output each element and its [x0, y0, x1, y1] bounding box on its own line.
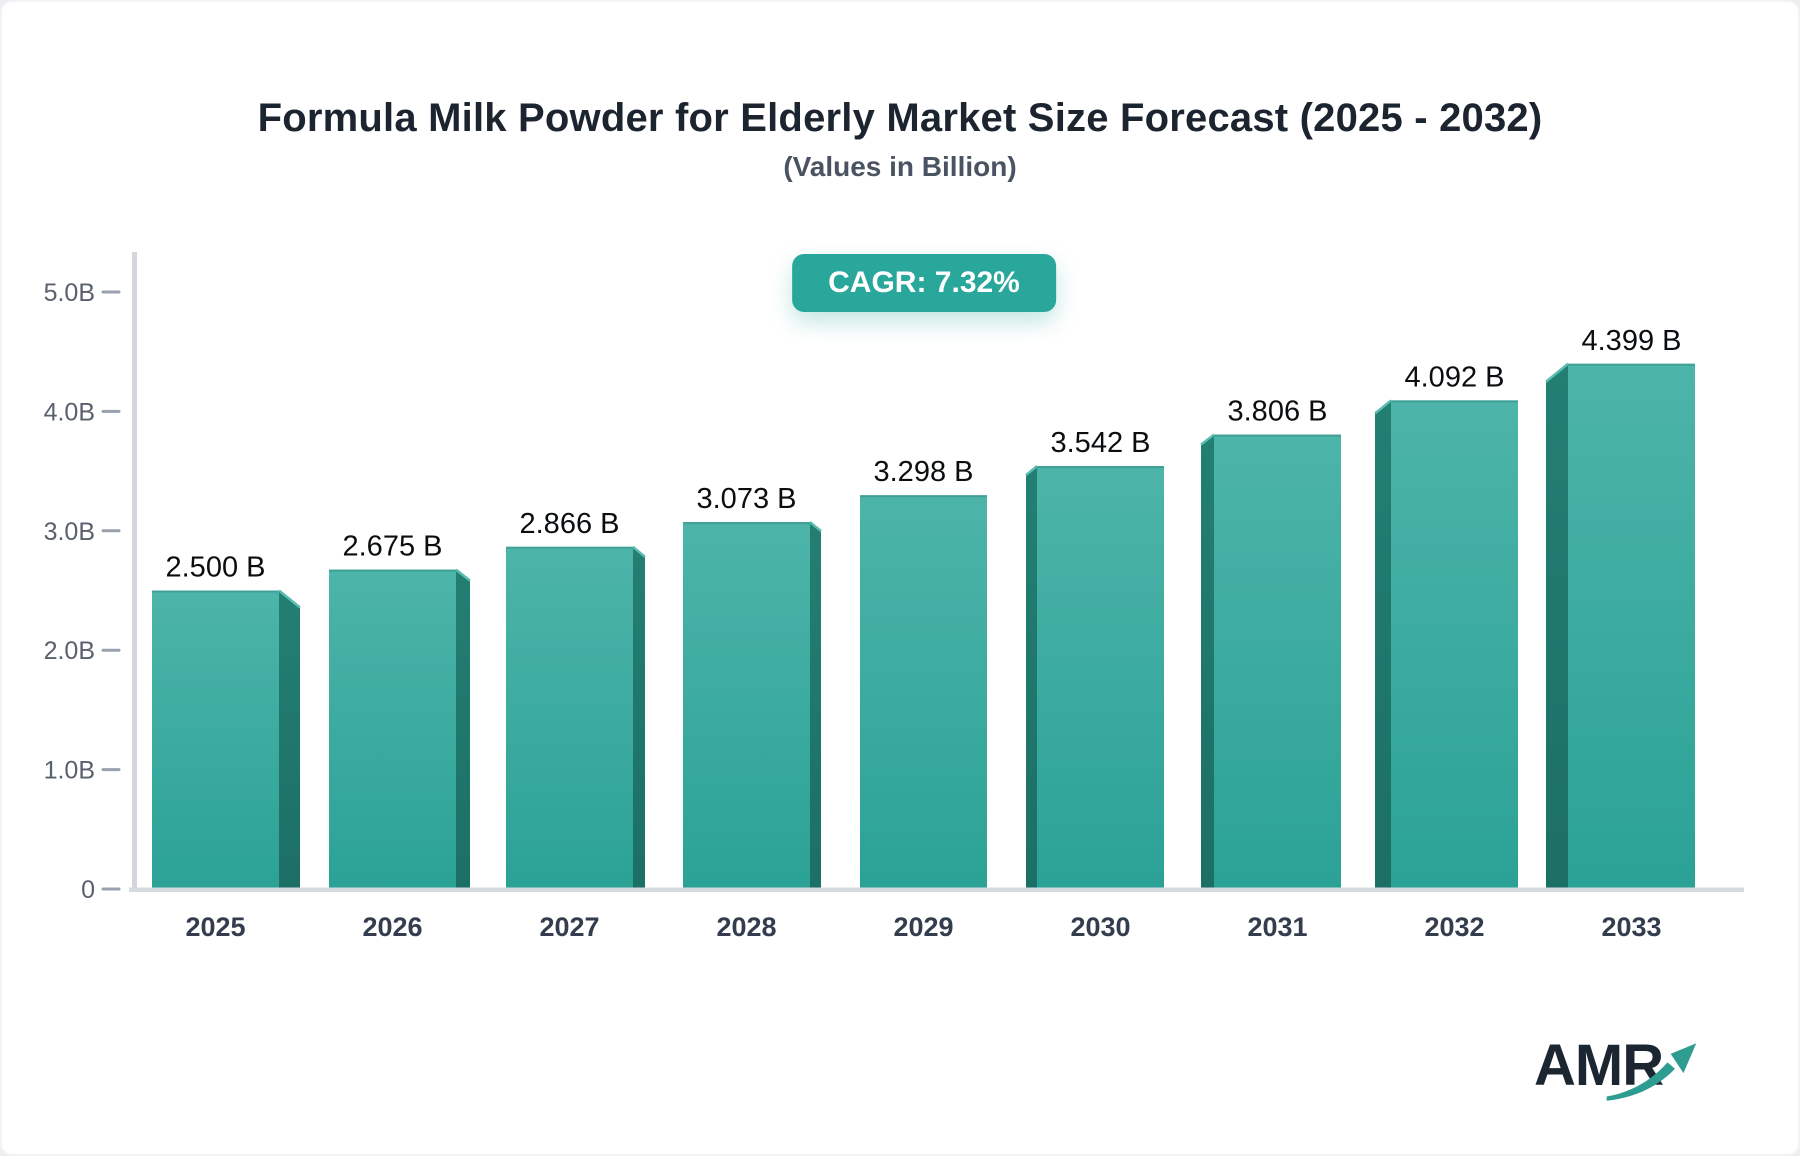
y-axis-tick-label: 4.0B	[44, 398, 95, 426]
bar-slant-edge	[632, 545, 646, 558]
bar-front-face	[329, 569, 456, 889]
chart-title: Formula Milk Powder for Elderly Market S…	[257, 96, 1543, 140]
bar-slant-edge	[1374, 399, 1392, 415]
bar-value-label: 3.073 B	[697, 483, 797, 515]
x-axis-label: 2030	[1070, 912, 1130, 942]
bar-front-face	[1214, 434, 1341, 889]
x-axis-label: 2031	[1247, 912, 1307, 942]
bar-value-label: 3.542 B	[1051, 427, 1151, 459]
bar-side-face	[456, 569, 470, 889]
bar-front-face	[1391, 400, 1518, 889]
bar-value-label: 2.500 B	[166, 552, 266, 584]
bar-group-2031: 3.806 B 2031	[1200, 396, 1341, 942]
bar-slant-edge	[1025, 465, 1038, 477]
bar-group-2030: 3.542 B 2030	[1025, 427, 1164, 942]
bar-side-face	[279, 590, 300, 889]
x-axis-label: 2033	[1601, 912, 1661, 942]
bar-value-label: 3.806 B	[1228, 396, 1328, 428]
bar-value-label: 4.092 B	[1405, 361, 1505, 393]
bar-value-label: 4.399 B	[1582, 325, 1682, 357]
y-axis-tick-label: 0	[81, 876, 95, 904]
y-axis-tick-label: 1.0B	[44, 757, 95, 785]
chart-subtitle: (Values in Billion)	[783, 151, 1017, 182]
bar-value-label: 2.675 B	[343, 531, 443, 563]
growth-arrow-icon	[1606, 1043, 1697, 1101]
bar-side-face	[1201, 434, 1214, 889]
y-axis-tick-label: 3.0B	[44, 518, 95, 546]
bar-front-face	[683, 522, 810, 889]
bar-group-2033: 4.399 B 2033	[1545, 325, 1695, 942]
bar-side-face	[1375, 400, 1391, 889]
bar-side-face	[633, 546, 645, 889]
growth-arrow-swoosh	[1606, 1062, 1675, 1101]
bar-group-2028: 3.073 B 2028	[683, 483, 822, 942]
x-axis-label: 2026	[362, 912, 422, 942]
bar-slant-edge	[278, 589, 301, 609]
bar-group-2026: 2.675 B 2026	[329, 531, 471, 942]
bar-slant-edge	[809, 521, 822, 533]
cagr-badge: CAGR: 7.32%	[792, 254, 1056, 312]
x-axis-label: 2032	[1424, 912, 1484, 942]
bar-group-2032: 4.092 B 2032	[1374, 361, 1518, 942]
x-axis-line	[129, 887, 1744, 892]
bar-front-face	[152, 590, 279, 889]
bar-front-face	[860, 495, 987, 889]
x-axis-label: 2027	[539, 912, 599, 942]
bar-slant-edge	[1545, 362, 1569, 383]
bar-front-face	[1037, 466, 1164, 889]
x-axis-label: 2028	[716, 912, 776, 942]
bar-side-face	[810, 522, 821, 889]
bar-front-face	[1568, 363, 1695, 889]
bar-value-label: 2.866 B	[520, 508, 620, 540]
amr-logo: AMR	[1522, 1032, 1732, 1112]
x-axis-label: 2029	[893, 912, 953, 942]
x-axis-label: 2025	[185, 912, 245, 942]
bar-group-2029: 3.298 B 2029	[860, 456, 987, 942]
bar-group-2025: 2.500 B 2025	[152, 552, 301, 942]
bar-side-face	[1546, 363, 1568, 889]
bar-value-label: 3.298 B	[874, 456, 974, 488]
bar-slant-edge	[455, 568, 471, 582]
bar-slant-edge	[1200, 433, 1215, 446]
bar-group-2027: 2.866 B 2027	[506, 508, 646, 942]
bar-side-face	[1026, 466, 1037, 889]
y-axis-tick-label: 2.0B	[44, 637, 95, 665]
bar-front-face	[506, 546, 633, 889]
y-axis-line	[132, 252, 137, 891]
growth-arrow-head	[1670, 1043, 1697, 1074]
y-axis-tick-label: 5.0B	[44, 279, 95, 307]
